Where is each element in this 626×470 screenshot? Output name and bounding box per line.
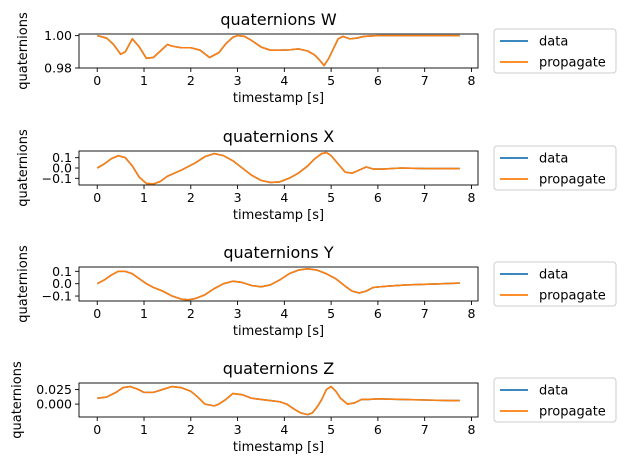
y-axis-label: quaternions — [16, 129, 31, 207]
legend-label-propagate: propagate — [539, 56, 606, 71]
x-tick-label: 4 — [280, 306, 288, 321]
y-tick-label: 0.025 — [36, 382, 72, 397]
legend-label-propagate: propagate — [539, 173, 606, 188]
y-tick-label: 0.0 — [52, 161, 72, 176]
x-tick-label: 1 — [140, 190, 148, 205]
y-tick-label: 0.000 — [36, 397, 72, 412]
x-tick-label: 8 — [467, 422, 475, 437]
subplot-title: quaternions W — [220, 10, 336, 29]
y-axis-label: quaternions — [16, 245, 31, 323]
series-line-propagate — [96, 268, 460, 301]
legend: data propagate — [493, 28, 617, 74]
x-tick-label: 3 — [234, 73, 242, 88]
x-tick-label: 7 — [421, 422, 429, 437]
x-axis-label: timestamp [s] — [233, 324, 324, 339]
series-group — [97, 34, 460, 67]
x-tick-label: 7 — [421, 190, 429, 205]
legend-label-data: data — [539, 35, 568, 50]
subplot-3: quaternions Y 0 1 2 3 4 5 6 7 8 0.10.0−0.1 timestam… — [16, 243, 617, 339]
x-tick-label: 2 — [187, 190, 195, 205]
x-tick-label: 1 — [140, 306, 148, 321]
x-tick-label: 7 — [421, 73, 429, 88]
series-line-data — [97, 385, 460, 416]
x-axis-label: timestamp [s] — [233, 91, 324, 106]
y-axis-label: quaternions — [16, 12, 31, 90]
x-tick-label: 5 — [327, 73, 335, 88]
x-tick-label: 0 — [93, 422, 101, 437]
x-tick-label: 5 — [327, 190, 335, 205]
x-tick-label: 7 — [421, 306, 429, 321]
x-tick-label: 8 — [467, 73, 475, 88]
legend-label-propagate: propagate — [539, 289, 606, 304]
x-tick-label: 6 — [374, 306, 382, 321]
x-tick-label: 2 — [187, 422, 195, 437]
x-axis-label: timestamp [s] — [233, 208, 324, 223]
x-tick-label: 3 — [234, 306, 242, 321]
y-tick-label: 0.1 — [52, 150, 72, 165]
y-axis-label: quaternions — [10, 361, 25, 439]
subplot-title: quaternions Y — [223, 243, 333, 262]
x-tick-label: 1 — [140, 73, 148, 88]
x-axis-label: timestamp [s] — [233, 440, 324, 455]
x-tick-label: 8 — [467, 190, 475, 205]
x-tick-label: 2 — [187, 306, 195, 321]
y-tick-label: −0.1 — [42, 171, 72, 186]
subplot-title: quaternions Z — [223, 359, 334, 378]
series-line-propagate — [97, 34, 460, 67]
series-group — [97, 385, 460, 416]
x-tick-label: 6 — [374, 422, 382, 437]
legend: data propagate — [493, 145, 617, 191]
series-group — [96, 268, 460, 301]
y-tick-label: 0.0 — [52, 276, 72, 291]
legend: data propagate — [493, 377, 617, 423]
legend-label-data: data — [539, 384, 568, 399]
x-tick-label: 8 — [467, 306, 475, 321]
x-tick-label: 0 — [93, 73, 101, 88]
y-tick-label: 0.98 — [44, 61, 72, 76]
legend-label-data: data — [539, 152, 568, 167]
subplot-title: quaternions X — [223, 127, 334, 146]
axes-frame — [78, 382, 479, 418]
x-tick-label: 4 — [280, 73, 288, 88]
x-tick-label: 6 — [374, 190, 382, 205]
legend-label-data: data — [539, 268, 568, 283]
axes-frame — [78, 33, 479, 69]
y-tick-label: 1.00 — [44, 28, 72, 43]
x-tick-label: 1 — [140, 422, 148, 437]
x-tick-label: 5 — [327, 306, 335, 321]
x-tick-label: 5 — [327, 422, 335, 437]
x-tick-label: 3 — [234, 422, 242, 437]
series-group — [96, 151, 460, 185]
y-tick-label: −0.1 — [42, 289, 72, 304]
x-tick-label: 4 — [280, 190, 288, 205]
x-tick-label: 3 — [234, 190, 242, 205]
x-tick-label: 2 — [187, 73, 195, 88]
y-tick-label: 0.1 — [52, 264, 72, 279]
subplot-1: quaternions W 0 1 2 3 4 5 6 7 8 0.98 1.00 timestamp … — [16, 10, 617, 106]
x-tick-label: 6 — [374, 73, 382, 88]
x-tick-label: 0 — [93, 190, 101, 205]
subplot-2: quaternions X 0 1 2 3 4 5 6 7 8 0.10.0−0.1 timestam… — [16, 127, 617, 223]
x-tick-label: 4 — [280, 422, 288, 437]
series-line-propagate — [97, 385, 460, 416]
legend-label-propagate: propagate — [539, 405, 606, 420]
x-tick-label: 0 — [93, 306, 101, 321]
series-line-propagate — [96, 151, 460, 185]
legend: data propagate — [493, 261, 617, 307]
